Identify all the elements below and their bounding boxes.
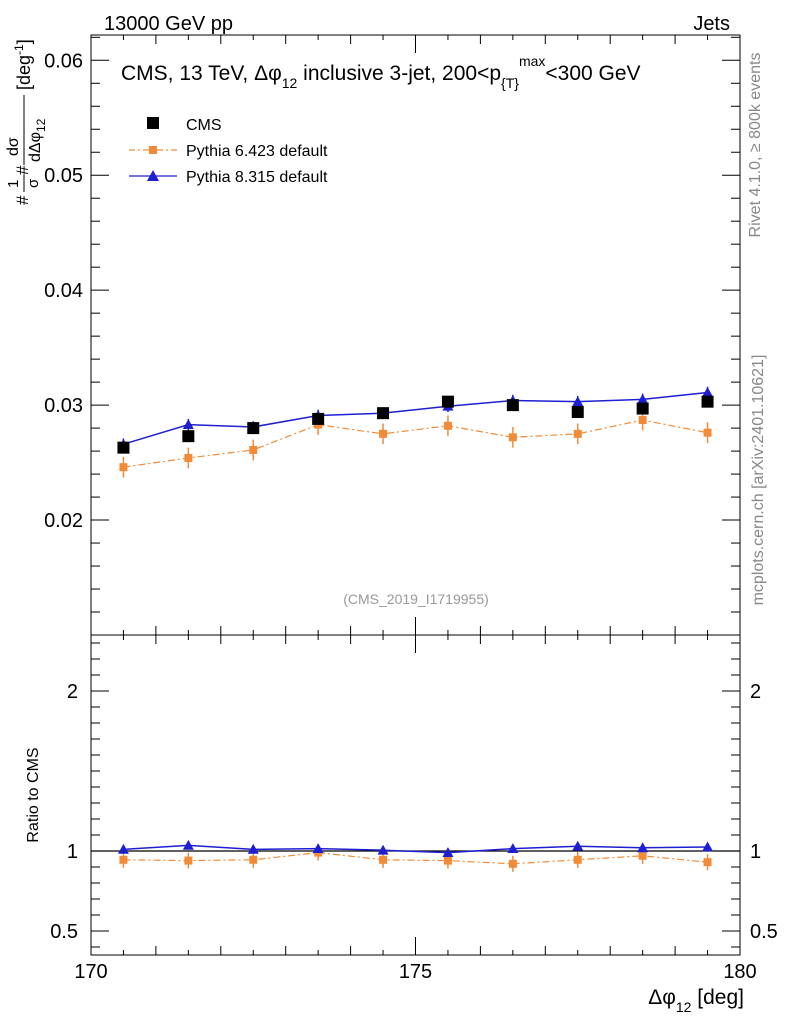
pythia6-ratio-point xyxy=(573,855,582,864)
pythia8-ratio-point xyxy=(702,841,714,852)
ratio-tick-label-right: 2 xyxy=(750,681,761,703)
pythia6-point xyxy=(703,428,712,437)
pythia6-point xyxy=(184,453,193,462)
legend-label-pythia6: Pythia 6.423 default xyxy=(186,143,328,160)
series-cms xyxy=(117,395,714,454)
svg-text:#: # xyxy=(13,165,32,175)
pythia8-ratio-point xyxy=(182,839,194,850)
pythia8-ratio-line xyxy=(123,844,708,854)
pythia8-line xyxy=(123,391,708,445)
pythia8-ratio-point xyxy=(507,843,519,853)
pythia8-point xyxy=(637,393,649,404)
x-tick-label: 170 xyxy=(74,961,107,983)
main-axis-ticks xyxy=(90,35,741,636)
y-tick-label: 0.02 xyxy=(44,510,83,532)
ratio-tick-label-right: 1 xyxy=(750,841,761,863)
pythia6-ratio-line xyxy=(123,851,708,865)
x-tick-label: 180 xyxy=(723,961,756,983)
energy-label: 13000 GeV pp xyxy=(104,13,233,35)
ratio-axis-ticks xyxy=(90,635,741,955)
cms-point xyxy=(247,422,260,435)
mcplots-label: mcplots.cern.ch [arXiv:2401.10621] xyxy=(750,355,767,606)
pythia8-ratio-point xyxy=(312,843,324,853)
ratio-plot-frame xyxy=(90,634,741,956)
y-tick-label: 0.03 xyxy=(44,395,83,417)
cms-point xyxy=(117,441,130,454)
pythia6-point xyxy=(119,463,128,472)
chart-title: CMS, 13 TeV, Δφ12 inclusive 3-jet, 200<p… xyxy=(121,53,641,91)
cms-point xyxy=(636,402,649,415)
pythia6-ratio-point xyxy=(379,855,388,864)
cms-point xyxy=(312,412,325,425)
pythia6-ratio-point xyxy=(119,855,128,864)
ylabel-denominator: dΔφ12 xyxy=(27,118,48,162)
cms-point xyxy=(441,395,454,408)
y-axis-title: # 1 σ # dσ dΔφ12 [deg-1] xyxy=(5,39,48,205)
pythia8-ratio-point xyxy=(442,847,454,857)
pythia8-point xyxy=(572,396,584,407)
cms-point xyxy=(182,430,195,443)
pythia6-ratio-point xyxy=(184,856,193,865)
ratio-axis-title: Ratio to CMS xyxy=(25,747,42,842)
process-label: Jets xyxy=(693,13,730,35)
ratio-tick-label: 0.5 xyxy=(50,921,78,943)
ratio-series xyxy=(117,839,714,872)
pythia6-ratio-point xyxy=(638,851,647,860)
pythia8-ratio-point xyxy=(117,843,129,854)
cms-point xyxy=(506,399,519,412)
series-pythia6 xyxy=(119,409,712,478)
x-tick-label: 175 xyxy=(399,961,432,983)
pythia8-ratio-point xyxy=(572,840,584,851)
legend-marker-pythia6 xyxy=(149,146,157,154)
pythia6-ratio-point xyxy=(703,858,712,867)
pythia6-point xyxy=(443,421,452,430)
svg-text:1: 1 xyxy=(5,180,22,188)
y-tick-label: 0.06 xyxy=(44,50,83,72)
legend-marker-pythia8 xyxy=(147,170,159,181)
series-pythia8 xyxy=(117,386,714,450)
ratio-tick-label: 2 xyxy=(67,681,78,703)
svg-text:#: # xyxy=(13,195,32,205)
pythia6-point xyxy=(573,429,582,438)
pythia8-point xyxy=(702,386,714,397)
legend-label-pythia8: Pythia 8.315 default xyxy=(186,169,328,186)
pythia8-ratio-point xyxy=(247,843,259,854)
legend-marker-cms xyxy=(147,117,159,129)
ratio-tick-label: 1 xyxy=(67,841,78,863)
y-tick-label: 0.05 xyxy=(44,165,83,187)
analysis-watermark: (CMS_2019_I1719955) xyxy=(343,591,489,607)
pythia6-ratio-point xyxy=(508,859,517,868)
cms-point xyxy=(571,406,584,419)
pythia6-ratio-point xyxy=(443,856,452,865)
pythia6-line xyxy=(123,419,708,468)
pythia8-ratio-point xyxy=(637,842,649,853)
x-axis-title: Δφ12 [deg] xyxy=(648,986,744,1015)
ylabel-units: [deg-1] xyxy=(12,39,34,90)
pythia8-point xyxy=(182,419,194,430)
ratio-tick-label-right: 0.5 xyxy=(750,921,778,943)
pythia6-point xyxy=(249,445,258,454)
pythia6-point xyxy=(508,433,517,442)
legend: CMS Pythia 6.423 default Pythia 8.315 de… xyxy=(129,117,328,186)
cms-point xyxy=(377,407,390,420)
pythia8-ratio-point xyxy=(377,844,389,855)
rivet-label: Rivet 4.1.0, ≥ 800k events xyxy=(747,53,764,238)
pythia6-ratio-point xyxy=(249,855,258,864)
pythia6-point xyxy=(638,416,647,425)
cms-point xyxy=(701,395,714,408)
y-tick-label: 0.04 xyxy=(44,280,83,302)
pythia6-point xyxy=(379,429,388,438)
legend-label-cms: CMS xyxy=(186,117,222,134)
svg-text:dσ: dσ xyxy=(5,137,22,156)
svg-text:σ: σ xyxy=(25,178,42,188)
